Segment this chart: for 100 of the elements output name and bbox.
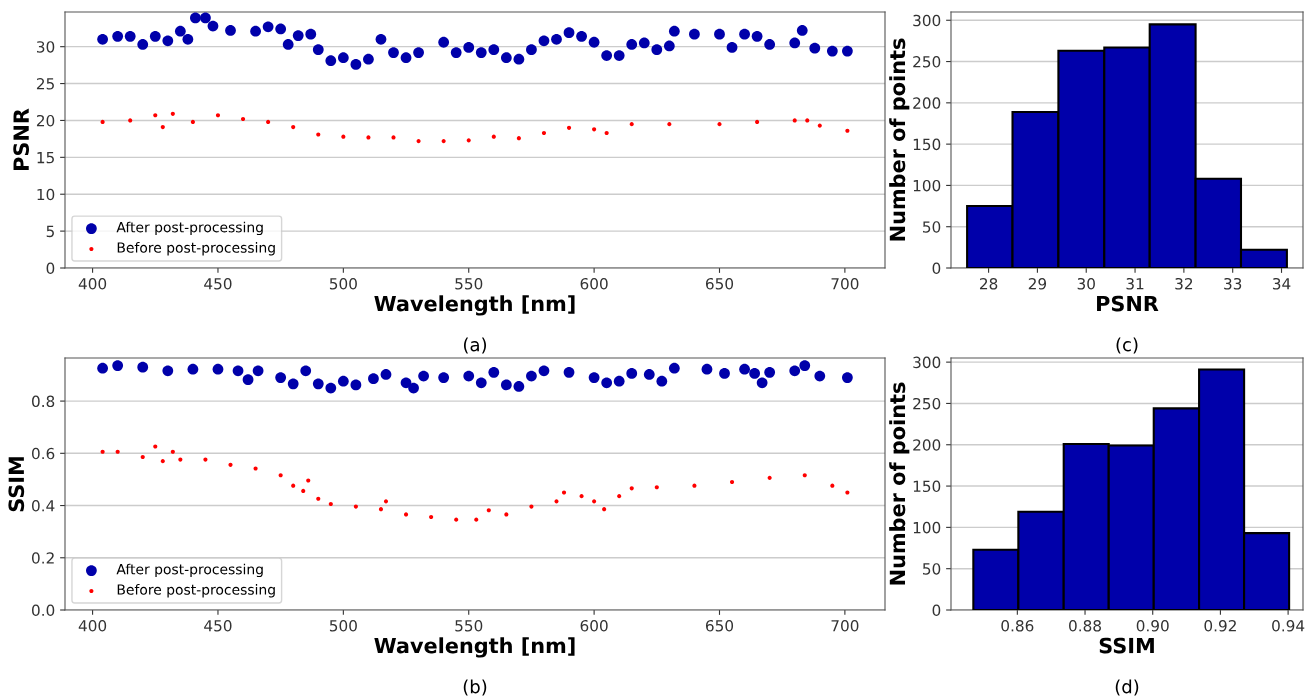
point [400, 52, 412, 64]
x-axis-title: SSIM [1099, 637, 1154, 654]
x-tick-label: 28 [979, 277, 998, 290]
point [341, 134, 346, 139]
y-tick-label: 0.4 [31, 500, 55, 512]
point [809, 42, 821, 54]
point [588, 372, 600, 383]
point [789, 365, 801, 377]
point [613, 375, 625, 387]
point [292, 30, 304, 41]
point [701, 363, 713, 375]
point [438, 372, 450, 383]
x-tick-label: 450 [204, 277, 232, 290]
point [486, 508, 491, 513]
point [491, 134, 496, 139]
point [592, 499, 597, 504]
point [353, 504, 358, 509]
text: (b) [463, 679, 487, 696]
point [240, 116, 246, 122]
point [328, 501, 333, 507]
y-tick-label: 0.6 [31, 447, 55, 460]
point [830, 483, 835, 488]
point [160, 459, 165, 464]
point [350, 379, 362, 391]
y-tick-label: 0 [932, 604, 941, 617]
x-tick-label: 30 [1077, 277, 1095, 290]
point [739, 28, 750, 40]
point [602, 507, 607, 512]
point [112, 30, 124, 42]
point [579, 494, 584, 499]
point [391, 135, 396, 140]
point [187, 363, 199, 375]
y-tick-label: 200 [913, 97, 941, 109]
point [538, 365, 550, 377]
point [463, 42, 475, 53]
y-tick-label: 50 [923, 563, 941, 575]
legend-label: After post-processing [116, 221, 263, 236]
point [613, 50, 625, 61]
y-axis-title: PSNR [13, 108, 30, 170]
point [500, 379, 512, 391]
x-tick-label: 450 [204, 619, 232, 632]
x-tick-label: 600 [580, 277, 608, 290]
point [842, 45, 853, 57]
x-tick-label: 34 [1272, 277, 1291, 290]
point [228, 462, 233, 467]
point [115, 449, 120, 454]
y-axis-title: SSIM [8, 457, 25, 512]
point [378, 507, 384, 512]
point [262, 21, 274, 33]
y-tick-label: 100 [913, 521, 941, 534]
point [383, 499, 389, 504]
point [475, 377, 487, 389]
point [563, 366, 575, 378]
point [225, 25, 236, 36]
point [337, 375, 349, 387]
y-tick-label: 100 [913, 179, 941, 192]
point [312, 44, 324, 55]
point [266, 119, 271, 125]
point [100, 449, 105, 454]
point [275, 372, 287, 383]
point [350, 59, 362, 70]
point [563, 27, 575, 39]
point [97, 33, 108, 45]
point [306, 478, 311, 483]
point [789, 37, 801, 49]
x-tick-label: 650 [705, 277, 734, 290]
x-tick-label: 650 [705, 619, 734, 632]
y-tick-label: 300 [913, 356, 941, 369]
point [325, 55, 337, 67]
text: (d) [1115, 679, 1139, 696]
point [826, 45, 838, 57]
y-tick-label: 200 [913, 439, 941, 451]
legend-label: After post-processing [116, 563, 263, 578]
point [668, 25, 680, 37]
point [325, 382, 337, 394]
point [153, 444, 158, 449]
y-tick-label: 0.2 [31, 552, 54, 564]
point [717, 122, 722, 127]
point [418, 370, 429, 382]
point [739, 363, 750, 375]
x-tick-label: 0.94 [1272, 619, 1305, 632]
point [799, 360, 811, 371]
point [488, 44, 500, 55]
y-tick-label: 50 [923, 221, 941, 233]
point [601, 50, 613, 61]
x-tick-label: 400 [78, 277, 107, 290]
point [629, 486, 634, 491]
point [749, 368, 760, 379]
point [845, 128, 850, 133]
text: (a) [463, 337, 487, 354]
x-axis-title: PSNR [1097, 295, 1159, 312]
point [253, 466, 258, 471]
point [817, 123, 822, 128]
point [160, 125, 165, 130]
point [190, 119, 195, 125]
point [756, 377, 768, 389]
point [719, 368, 730, 379]
point [500, 52, 512, 64]
y-tick-label: 5 [46, 225, 54, 238]
x-tick-label: 31 [1126, 277, 1144, 290]
